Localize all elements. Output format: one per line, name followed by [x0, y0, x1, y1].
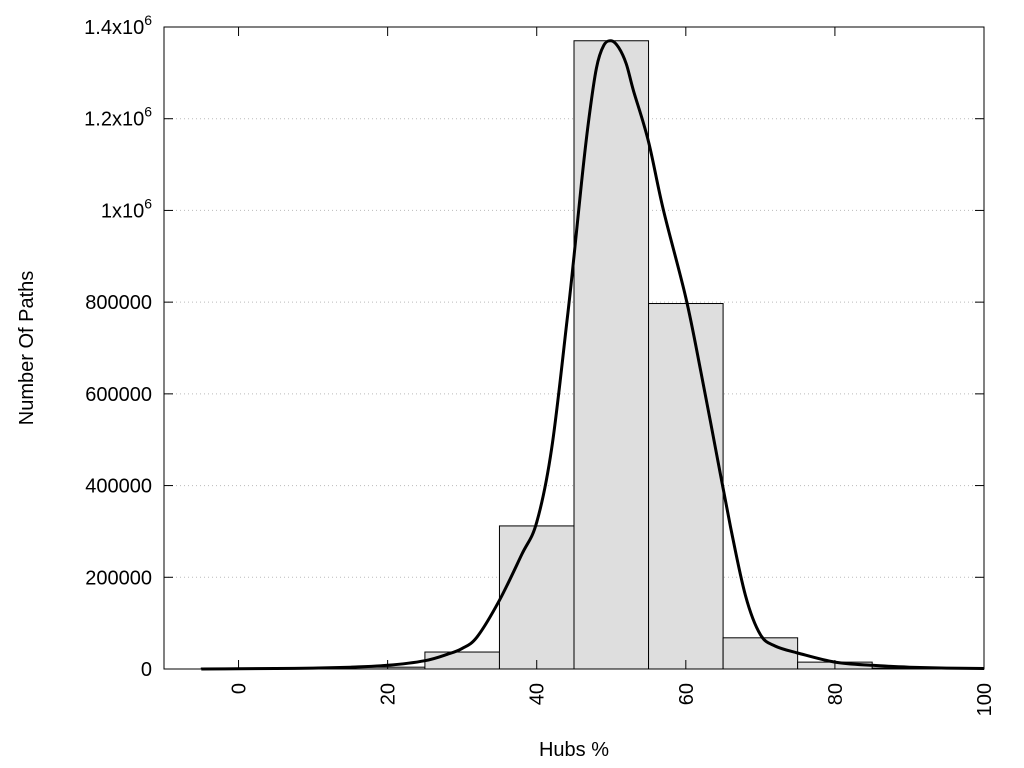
y-tick-label: 800000	[85, 292, 152, 314]
x-tick-label: 0	[229, 683, 251, 694]
y-tick-label: 1x106	[101, 195, 152, 222]
y-tick-label: 600000	[85, 384, 152, 406]
y-tick-label: 1.2x106	[84, 104, 152, 131]
x-tick-label: 20	[378, 683, 400, 705]
histogram-bar-4	[498, 525, 575, 670]
histogram-bar-7	[722, 637, 799, 670]
histogram-bar-3	[424, 651, 500, 670]
plot-frame	[163, 26, 985, 670]
histogram-bar-5	[573, 40, 650, 670]
fit-curve	[201, 39, 985, 671]
fit-curve-layer	[201, 39, 985, 671]
y-tick-label: 1.4x106	[84, 12, 152, 39]
histogram-bar-6	[648, 303, 724, 670]
x-axis-title: Hubs %	[539, 739, 609, 761]
x-tick-label: 80	[825, 683, 847, 705]
y-tick-label: 400000	[85, 476, 152, 498]
histogram-bars	[200, 40, 948, 670]
y-tick-label: 200000	[85, 567, 152, 589]
axis-ticks	[164, 26, 985, 670]
x-tick-label: 100	[974, 683, 996, 716]
x-tick-label: 40	[527, 683, 549, 705]
y-axis-title: Number Of Paths	[16, 271, 38, 426]
grid-lines	[164, 118, 984, 578]
x-tick-label: 60	[676, 683, 698, 705]
x-tick-labels: 0 20 40 60 80 100	[229, 683, 996, 716]
y-tick-labels: 0 200000 400000 600000 800000 1x106 1.2x106 1.4…	[84, 12, 152, 681]
y-tick-label: 0	[141, 659, 152, 681]
